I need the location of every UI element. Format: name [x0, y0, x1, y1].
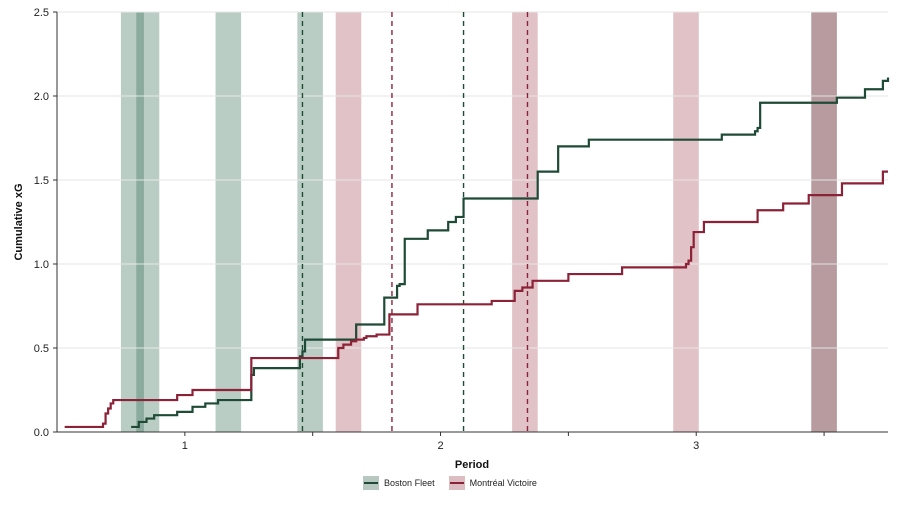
shaded-interval-5 [512, 12, 538, 432]
y-tick-label-4: 2.0 [34, 91, 49, 103]
x-axis-title: Period [455, 459, 489, 471]
shaded-interval-3 [297, 12, 323, 432]
penalty-shading-layer [120, 12, 837, 432]
series-line-montreal-victoire [64, 170, 888, 429]
shaded-interval-6 [673, 12, 699, 432]
x-tick-label-1: 2 [437, 440, 443, 452]
legend-swatch-boston [363, 476, 380, 490]
y-tick-label-0: 0.0 [34, 427, 49, 439]
shaded-interval-2 [215, 12, 242, 432]
legend-label-boston: Boston Fleet [384, 478, 435, 488]
legend-item-montreal: Montréal Victoire [448, 476, 537, 490]
y-tick-label-3: 1.5 [34, 175, 49, 187]
x-tick-label-0: 1 [182, 440, 188, 452]
y-axis-title: Cumulative xG [13, 183, 25, 260]
shaded-interval-8 [811, 12, 837, 432]
y-tick-label-2: 1.0 [34, 259, 49, 271]
shaded-interval-7 [811, 12, 837, 432]
series-lines [64, 77, 890, 429]
x-tick-label-2: 3 [693, 440, 699, 452]
legend: Boston Fleet Montréal Victoire [0, 476, 900, 490]
legend-label-montreal: Montréal Victoire [469, 478, 537, 488]
y-tick-label-1: 0.5 [34, 343, 49, 355]
y-tick-label-5: 2.5 [34, 7, 49, 19]
legend-item-boston: Boston Fleet [363, 476, 435, 490]
axes: 0.0 0.5 1.0 1.5 2.0 2.5 1 2 3 [34, 7, 888, 452]
legend-swatch-montreal [448, 476, 465, 490]
series-line-boston-fleet [131, 77, 890, 429]
shaded-interval-4 [335, 12, 362, 432]
goal-markers [301, 12, 529, 432]
shaded-interval-0 [120, 12, 144, 432]
shaded-interval-1 [136, 12, 160, 432]
gridlines [57, 11, 888, 349]
